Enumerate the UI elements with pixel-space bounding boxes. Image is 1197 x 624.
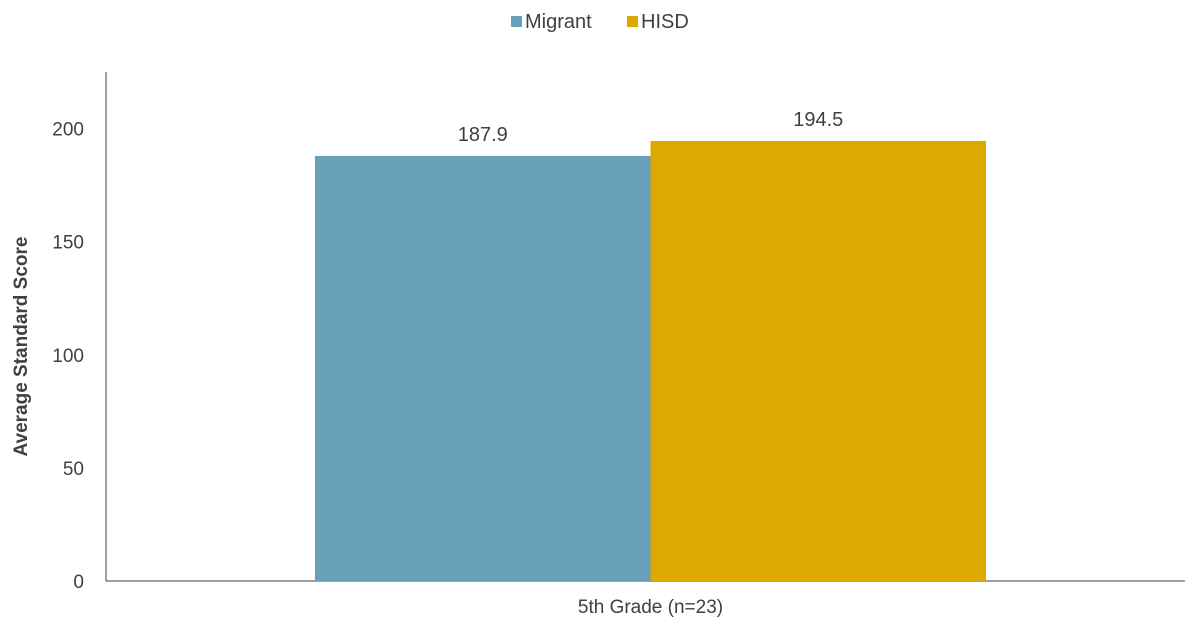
y-tick-label: 0 [73,572,84,593]
data-labels: 187.9 194.5 [458,109,844,146]
legend-label-hisd: HISD [641,11,689,33]
x-axis-categories: 5th Grade (n=23) [578,597,723,618]
bar-hisd [650,140,986,581]
y-axis-ticks: 0 50 100 150 200 [52,120,84,593]
data-label-migrant: 187.9 [458,124,508,146]
y-tick-label: 50 [63,459,84,480]
legend-swatch-hisd [627,16,638,27]
legend-label-migrant: Migrant [525,11,592,33]
data-label-hisd: 194.5 [793,109,843,131]
legend: Migrant HISD [511,11,689,33]
y-axis-title: Average Standard Score [11,237,32,457]
bars [315,140,986,581]
x-category-label: 5th Grade (n=23) [578,597,723,618]
y-tick-label: 200 [52,120,84,141]
y-tick-label: 100 [52,346,84,367]
bar-migrant [315,155,651,581]
legend-swatch-migrant [511,16,522,27]
y-tick-label: 150 [52,233,84,254]
